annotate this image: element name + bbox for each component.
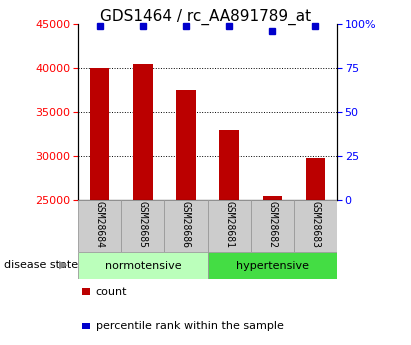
Bar (219, 130, 239, 200)
Bar (251, 200, 294, 252)
Text: GDS1464 / rc_AA891789_at: GDS1464 / rc_AA891789_at (100, 9, 311, 25)
Text: disease state: disease state (4, 260, 78, 270)
Text: GSM28682: GSM28682 (267, 201, 277, 248)
Text: ▶: ▶ (60, 260, 68, 270)
Text: hypertensive: hypertensive (236, 261, 309, 270)
Text: normotensive: normotensive (104, 261, 181, 270)
Bar (133, 64, 152, 200)
Bar (306, 158, 325, 200)
Text: GSM28684: GSM28684 (95, 201, 105, 248)
Bar (121, 200, 164, 252)
Text: GSM28683: GSM28683 (310, 201, 321, 248)
Bar (78, 200, 121, 252)
Bar (208, 252, 337, 279)
Bar (78, 252, 208, 279)
Bar (176, 90, 196, 200)
Text: percentile rank within the sample: percentile rank within the sample (96, 321, 284, 331)
Bar (263, 196, 282, 200)
Text: count: count (96, 287, 127, 296)
Bar (208, 200, 251, 252)
Text: GSM28681: GSM28681 (224, 201, 234, 248)
Bar (90, 68, 109, 200)
Text: GSM28686: GSM28686 (181, 201, 191, 248)
Bar (294, 200, 337, 252)
Text: GSM28685: GSM28685 (138, 201, 148, 248)
Bar (164, 200, 208, 252)
